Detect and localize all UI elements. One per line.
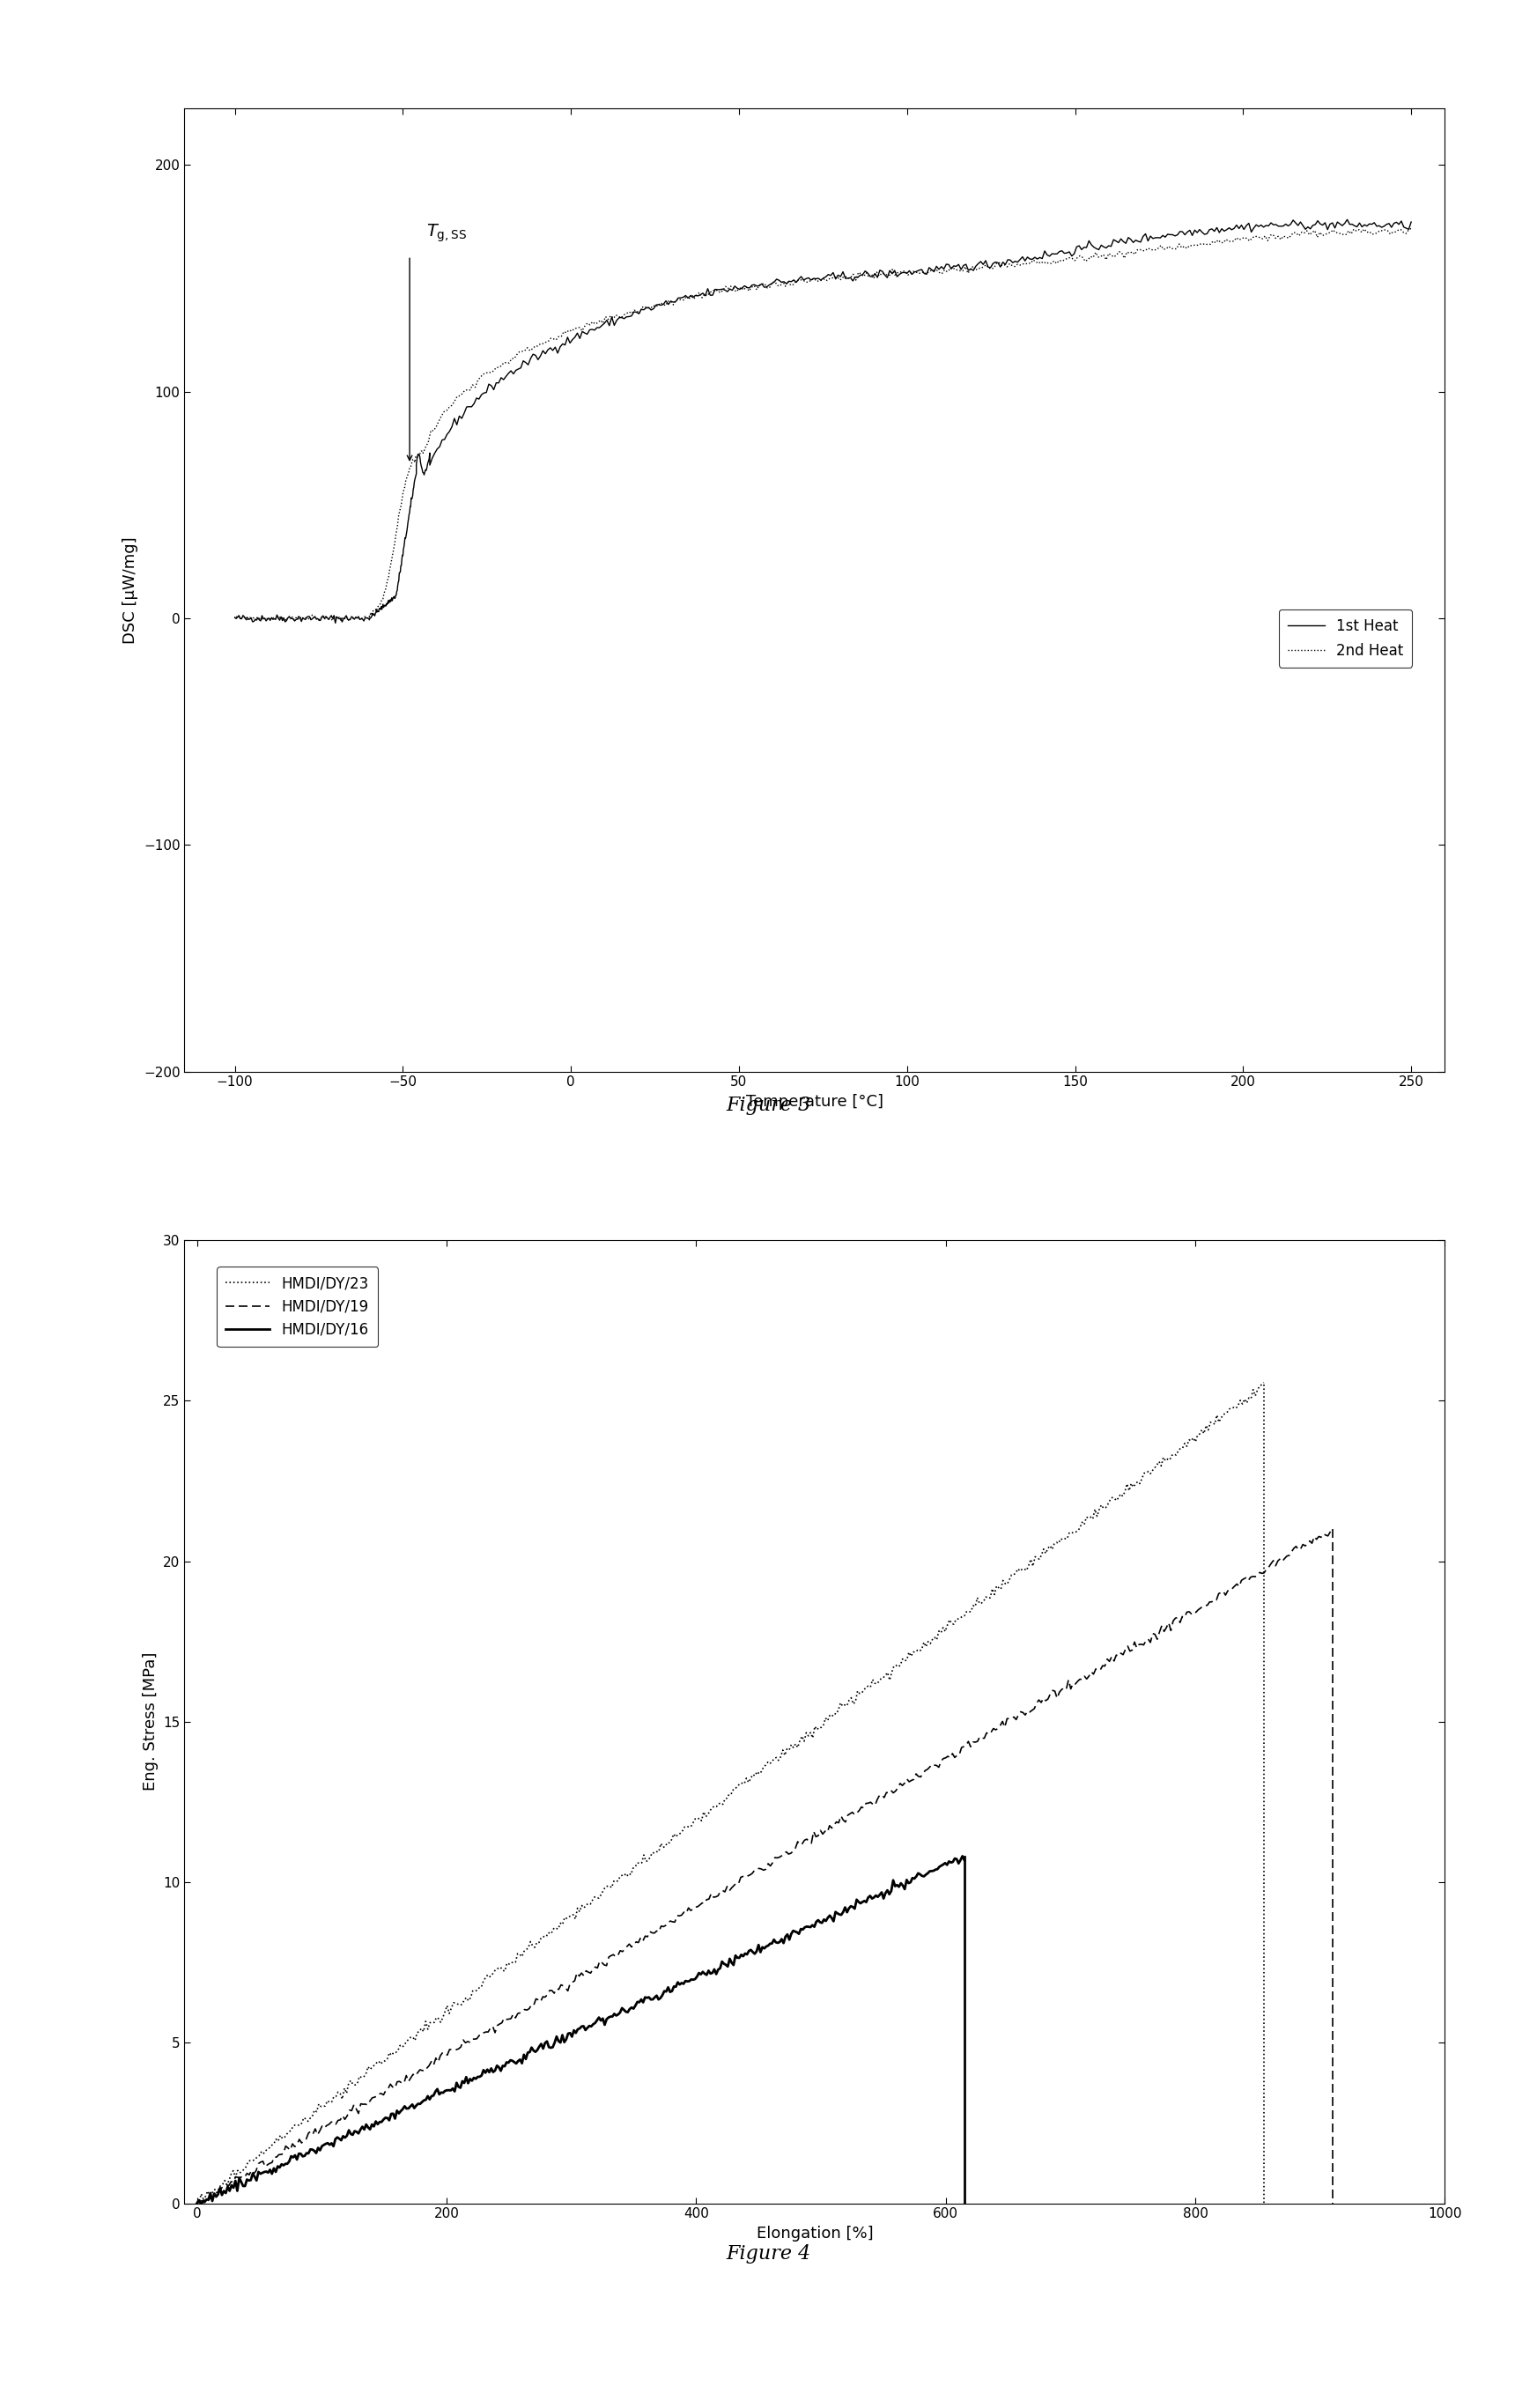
HMDI/DY/16 (440, 2076, 458, 2105)
HMDI/DY/19 (1119, 1633, 1137, 1662)
Text: $T_{\mathrm{g,SS}}$: $T_{\mathrm{g,SS}}$ (426, 224, 467, 243)
1st Heat (226, 602, 244, 631)
HMDI/DY/16 (953, 1842, 971, 1871)
HMDI/DY/19 (733, 1861, 752, 1890)
2nd Heat (1068, 243, 1087, 272)
1st Heat (1028, 246, 1047, 275)
HMDI/DY/16 (744, 1938, 762, 1967)
2nd Heat (226, 604, 244, 633)
Line: HMDI/DY/19: HMDI/DY/19 (197, 1529, 1333, 2203)
1st Heat (681, 282, 699, 311)
HMDI/DY/23 (765, 1743, 784, 1772)
HMDI/DY/19 (1296, 1531, 1314, 1560)
Y-axis label: DSC [μW/mg]: DSC [μW/mg] (123, 537, 138, 643)
Legend: HMDI/DY/23, HMDI/DY/19, HMDI/DY/16: HMDI/DY/23, HMDI/DY/19, HMDI/DY/16 (217, 1267, 378, 1346)
HMDI/DY/23 (701, 1796, 719, 1825)
X-axis label: Temperature [°C]: Temperature [°C] (745, 1093, 884, 1110)
2nd Heat (1251, 224, 1270, 253)
Text: Figure 4: Figure 4 (725, 2244, 812, 2264)
2nd Heat (993, 250, 1011, 279)
2nd Heat (340, 607, 358, 636)
HMDI/DY/16 (192, 2189, 211, 2218)
1st Heat (326, 609, 344, 638)
HMDI/DY/23 (695, 1796, 713, 1825)
Line: 2nd Heat: 2nd Heat (235, 229, 1411, 621)
1st Heat (1402, 207, 1420, 236)
HMDI/DY/19 (802, 1828, 821, 1857)
HMDI/DY/23 (188, 2189, 206, 2218)
Line: HMDI/DY/16: HMDI/DY/16 (197, 1857, 964, 2203)
Line: HMDI/DY/23: HMDI/DY/23 (197, 1382, 1263, 2203)
2nd Heat (1211, 229, 1230, 258)
HMDI/DY/23 (1062, 1519, 1081, 1548)
HMDI/DY/16 (672, 1970, 690, 1999)
HMDI/DY/23 (1230, 1392, 1248, 1421)
1st Heat (1339, 205, 1357, 234)
HMDI/DY/16 (281, 2141, 300, 2170)
HMDI/DY/16 (747, 1936, 765, 1965)
HMDI/DY/19 (727, 1869, 745, 1898)
HMDI/DY/16 (493, 2052, 512, 2081)
Y-axis label: Eng. Stress [MPa]: Eng. Stress [MPa] (143, 1652, 158, 1792)
X-axis label: Elongation [%]: Elongation [%] (756, 2225, 873, 2242)
HMDI/DY/16 (188, 2189, 206, 2218)
HMDI/DY/23 (1254, 1368, 1273, 1397)
2nd Heat (850, 258, 868, 287)
1st Heat (701, 282, 719, 311)
Text: Figure 3: Figure 3 (725, 1096, 812, 1115)
HMDI/DY/19 (1323, 1515, 1342, 1544)
1st Heat (627, 299, 646, 327)
HMDI/DY/23 (822, 1702, 841, 1731)
2nd Heat (1402, 214, 1420, 243)
HMDI/DY/19 (864, 1789, 882, 1818)
1st Heat (815, 262, 833, 291)
1st Heat (934, 255, 953, 284)
HMDI/DY/19 (188, 2189, 206, 2218)
2nd Heat (266, 604, 284, 633)
HMDI/DY/16 (954, 1847, 973, 1876)
Line: 1st Heat: 1st Heat (235, 219, 1411, 624)
Legend: 1st Heat, 2nd Heat: 1st Heat, 2nd Heat (1279, 609, 1413, 667)
